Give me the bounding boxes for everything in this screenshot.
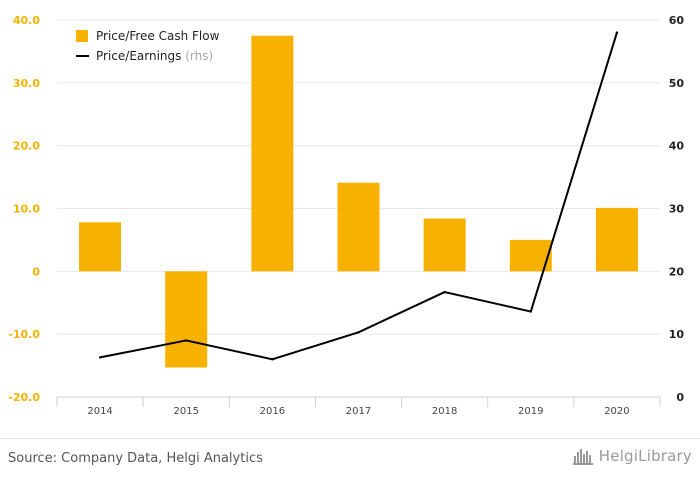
bar xyxy=(165,271,208,368)
bar xyxy=(595,207,638,272)
bar xyxy=(337,182,380,272)
footer-divider xyxy=(0,438,700,439)
y-left-tick-label: 20.0 xyxy=(13,140,40,153)
y-right-tick-label: 0 xyxy=(676,391,684,404)
y-left-tick-label: -20.0 xyxy=(8,391,40,404)
legend-label-line: Price/Earnings (rhs) xyxy=(96,49,213,63)
y-left-tick-label: 40.0 xyxy=(13,14,40,27)
legend-rhs-note: (rhs) xyxy=(185,49,213,63)
line-point xyxy=(529,310,532,313)
line-point xyxy=(271,358,274,361)
x-tick-label: 2015 xyxy=(173,406,198,417)
axes: 40.0 30.0 20.0 10.0 0 -10.0 -20.0 60 50 40 30 20 10 0… xyxy=(8,14,684,417)
y-left-tick-label: 30.0 xyxy=(13,77,40,90)
x-tick-label: 2020 xyxy=(604,406,629,417)
line-point xyxy=(185,339,188,342)
chart: 40.0 30.0 20.0 10.0 0 -10.0 -20.0 60 50 40 30 20 10 0… xyxy=(8,14,684,417)
y-right-tick-label: 10 xyxy=(669,328,685,341)
line-point xyxy=(98,356,102,359)
legend-swatch-bar xyxy=(76,30,88,42)
x-tick-label: 2017 xyxy=(346,406,371,417)
x-tick-label: 2016 xyxy=(260,406,285,417)
y-right-tick-label: 20 xyxy=(669,265,685,278)
y-left-tick-label: 0 xyxy=(32,265,40,278)
legend-label-bar: Price/Free Cash Flow xyxy=(96,29,220,43)
bar xyxy=(251,35,294,272)
brand-logo[interactable]: HelgiLibrary xyxy=(572,447,692,465)
x-tick-label: 2014 xyxy=(87,406,112,417)
line-point xyxy=(443,290,446,294)
line-point xyxy=(615,31,619,34)
legend: Price/Free Cash Flow Price/Earnings (rhs) xyxy=(76,29,220,63)
bar xyxy=(79,222,122,272)
line-point xyxy=(357,331,360,334)
y-right-tick-label: 30 xyxy=(669,203,685,216)
y-right-tick-label: 50 xyxy=(669,77,685,90)
y-right-tick-label: 60 xyxy=(669,14,685,27)
bar-series xyxy=(79,35,638,368)
x-tick-label: 2019 xyxy=(518,406,543,417)
y-left-tick-label: -10.0 xyxy=(8,328,40,341)
helgi-library-logo-icon xyxy=(572,449,593,465)
line-series xyxy=(98,31,619,361)
y-right-tick-label: 40 xyxy=(669,140,685,153)
x-tick-label: 2018 xyxy=(432,406,457,417)
brand-name: HelgiLibrary xyxy=(598,447,692,465)
y-left-tick-label: 10.0 xyxy=(13,203,40,216)
source-note: Source: Company Data, Helgi Analytics xyxy=(8,451,263,466)
bar xyxy=(423,218,466,272)
